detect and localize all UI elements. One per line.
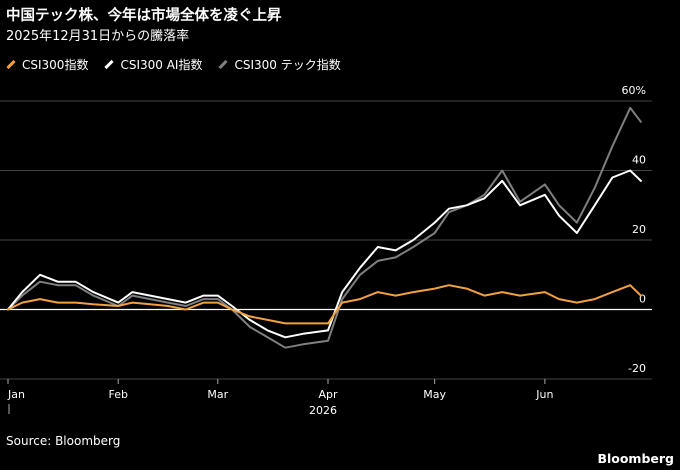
brand-logo-text: Bloomberg xyxy=(597,451,674,466)
legend-item-csi300: CSI300指数 xyxy=(6,56,88,73)
legend-label-csi300-ai: CSI300 AI指数 xyxy=(120,58,203,72)
x-tick-label: Jun xyxy=(535,388,553,401)
legend-label-csi300: CSI300指数 xyxy=(22,58,89,72)
legend: CSI300指数 CSI300 AI指数 CSI300 テック指数 xyxy=(6,56,341,73)
y-tick-label: -20 xyxy=(628,362,646,375)
legend-label-csi300-tech: CSI300 テック指数 xyxy=(234,58,341,72)
legend-item-csi300-tech: CSI300 テック指数 xyxy=(218,56,341,73)
x-tick-label: Jan xyxy=(7,388,25,401)
series-line-csi300-tech xyxy=(7,106,642,349)
source-note: Source: Bloomberg xyxy=(6,434,121,448)
series-line-csi300 xyxy=(7,284,642,325)
x-tick-label: May xyxy=(423,388,446,401)
y-tick-label: 60% xyxy=(622,84,646,97)
page-subtitle: 2025年12月31日からの騰落率 xyxy=(6,29,190,44)
x-year-label: 2026 xyxy=(309,404,337,417)
series-line-csi300-ai xyxy=(7,169,642,339)
legend-item-csi300-ai: CSI300 AI指数 xyxy=(104,56,202,73)
page-title: 中国テック株、今年は市場全体を凌ぐ上昇 xyxy=(6,8,282,24)
y-tick-label: 0 xyxy=(639,293,646,306)
x-tick-label: Feb xyxy=(108,388,127,401)
x-tick-label: Apr xyxy=(318,388,338,401)
x-tick-label: Mar xyxy=(207,388,228,401)
y-tick-label: 20 xyxy=(632,223,646,236)
y-tick-label: 40 xyxy=(632,154,646,167)
